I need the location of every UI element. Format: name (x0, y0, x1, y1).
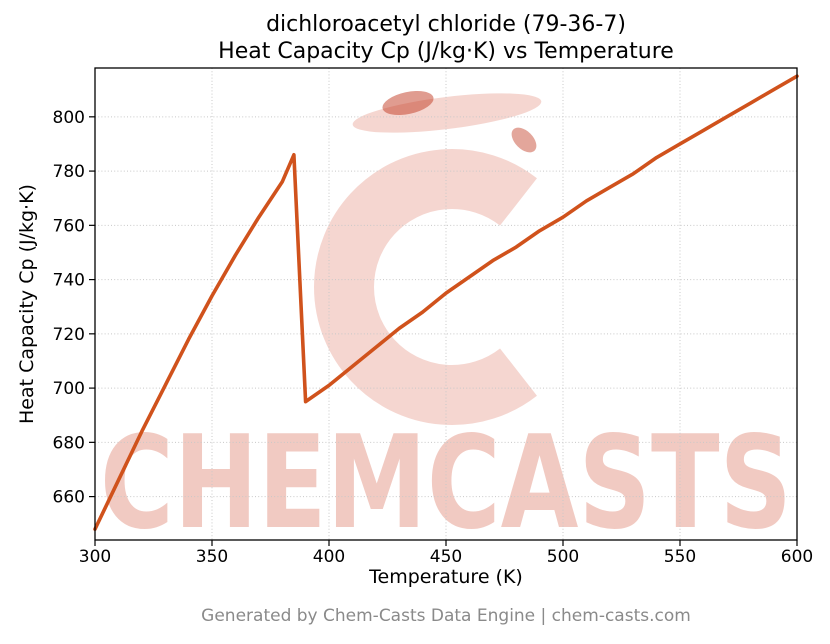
y-tick-label: 660 (53, 488, 85, 508)
chart-title: dichloroacetyl chloride (79-36-7) Heat C… (95, 11, 797, 65)
x-tick-label: 300 (79, 547, 111, 567)
y-tick-label: 800 (53, 108, 85, 128)
x-tick-label: 450 (430, 547, 462, 567)
x-axis-label: Temperature (K) (369, 566, 523, 588)
x-tick-label: 550 (664, 547, 696, 567)
x-tick-label: 400 (313, 547, 345, 567)
watermark-logo-c (314, 149, 537, 425)
chart-title-line2: Heat Capacity Cp (J/kg·K) vs Temperature (218, 39, 674, 64)
watermark-speckle (511, 127, 537, 153)
y-tick-label: 680 (53, 433, 85, 453)
y-tick-label: 720 (53, 325, 85, 345)
watermark-speckle (382, 90, 434, 116)
footer-credit: Generated by Chem-Casts Data Engine | ch… (201, 606, 691, 626)
x-tick-label: 500 (547, 547, 579, 567)
x-tick-label: 350 (196, 547, 228, 567)
y-tick-label: 780 (53, 162, 85, 182)
watermark-swoosh (352, 93, 542, 133)
y-tick-label: 740 (53, 271, 85, 291)
watermark-text: CHEMCASTS (100, 409, 792, 558)
y-axis-label: Heat Capacity Cp (J/kg·K) (16, 184, 38, 424)
chart-title-line1: dichloroacetyl chloride (79-36-7) (266, 12, 626, 37)
x-tick-label: 600 (781, 547, 813, 567)
y-tick-label: 760 (53, 216, 85, 236)
y-tick-label: 700 (53, 379, 85, 399)
series-line (93, 74, 799, 531)
